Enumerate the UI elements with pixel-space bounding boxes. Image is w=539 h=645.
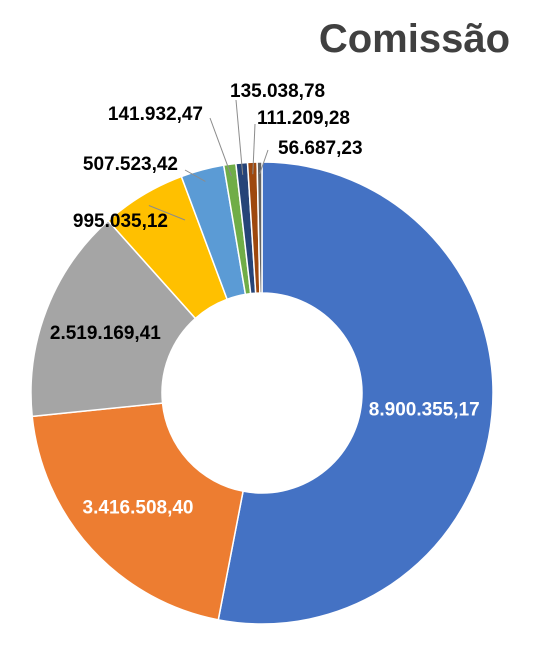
slice-1 [217,161,494,625]
data-label-4: 995.035,12 [73,211,168,232]
leader-lines [148,99,269,221]
chart-slices [30,161,494,625]
data-label-8: 111.209,28 [257,108,350,129]
data-label-5: 507.523,42 [83,154,178,175]
slice-3 [30,219,197,418]
leader-line-9 [259,149,269,175]
data-labels: 8.900.355,17 3.416.508,40 2.519.169,41 995.… [50,81,480,518]
data-label-2: 3.416.508,40 [83,497,194,518]
slice-2 [31,402,244,621]
data-label-7: 135.038,78 [230,81,325,102]
data-label-6: 141.932,47 [108,104,203,125]
data-label-1: 8.900.355,17 [369,399,480,420]
leader-line-6 [209,117,232,177]
slice-9 [256,161,263,294]
leader-line-7 [235,99,244,175]
chart-title: Comissão [319,17,510,61]
leader-line-5 [184,169,206,182]
data-label-9: 56.687,23 [278,138,363,159]
data-label-3: 2.519.169,41 [50,323,161,344]
leader-line-8 [252,123,256,175]
leader-line-4 [148,205,186,221]
